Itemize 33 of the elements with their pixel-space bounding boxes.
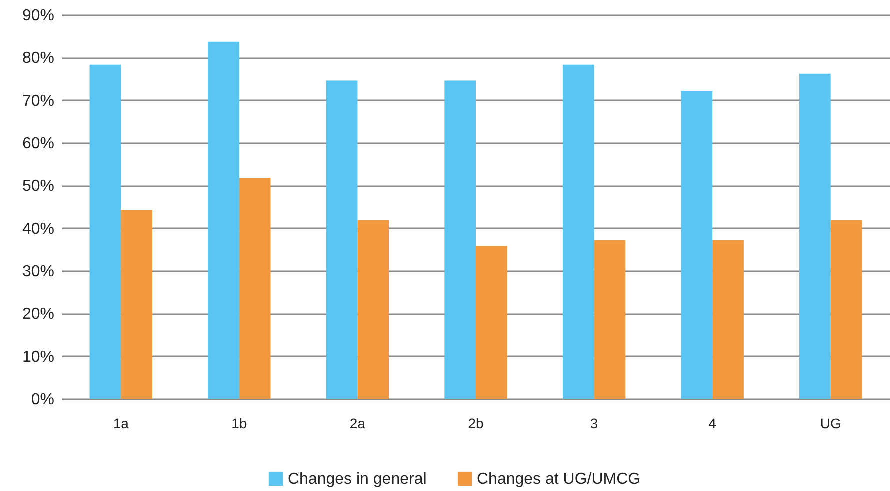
bar (239, 178, 271, 399)
y-tick-label: 90% (22, 8, 54, 24)
bar (476, 246, 508, 399)
x-tick-label: 1a (113, 416, 130, 432)
bar (681, 90, 713, 399)
bar (121, 210, 152, 399)
x-tick-label: 3 (590, 416, 598, 432)
bar (562, 64, 594, 399)
y-tick-label: 70% (22, 92, 54, 110)
bar (594, 240, 626, 399)
y-tick-label: 20% (22, 306, 54, 324)
y-tick-label: 60% (22, 136, 54, 152)
bar (358, 220, 390, 399)
y-tick-label: 0% (31, 392, 54, 408)
x-tick-label: 1b (232, 416, 248, 432)
y-tick-label: 30% (22, 264, 54, 280)
bar (90, 64, 122, 399)
y-tick-label: 50% (22, 178, 54, 196)
x-tick-label: 2a (350, 416, 366, 432)
bar (800, 74, 831, 399)
x-tick-label: 2b (468, 416, 484, 432)
legend-label: Changes in general (288, 471, 427, 488)
x-tick-label: 4 (708, 416, 717, 432)
y-tick-label: 10% (22, 348, 54, 366)
y-tick-label: 40% (22, 220, 54, 238)
bar (326, 80, 358, 399)
bar (830, 220, 862, 399)
bar (444, 80, 476, 399)
y-tick-label: 80% (22, 50, 54, 68)
bar (208, 42, 240, 399)
x-tick-label: UG (820, 416, 842, 432)
legend-label: Changes at UG/UMCG (477, 471, 641, 488)
bar (712, 240, 744, 399)
